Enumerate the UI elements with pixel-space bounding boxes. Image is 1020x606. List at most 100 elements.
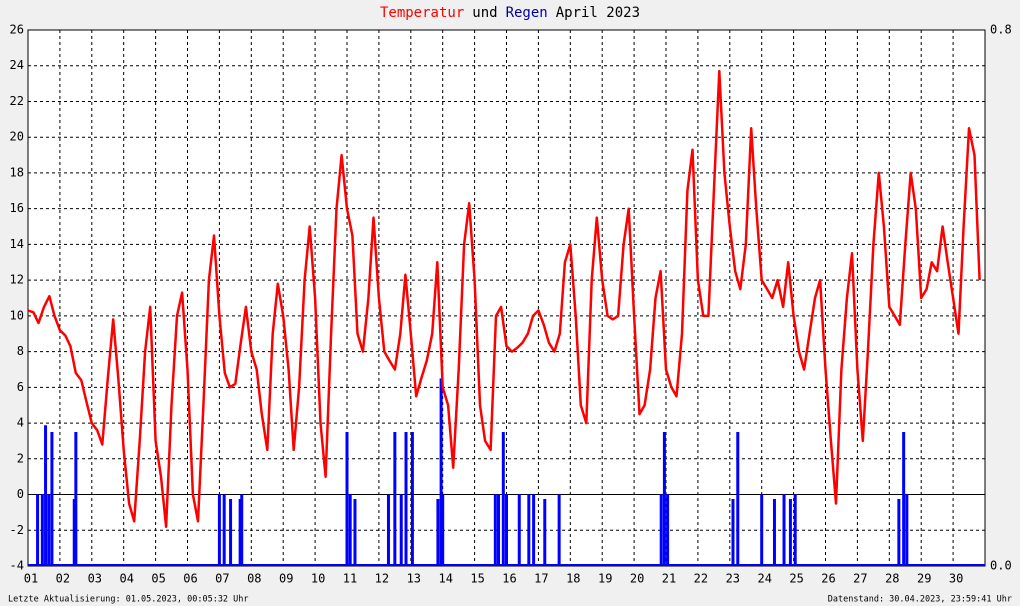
rain-bar — [238, 499, 242, 566]
footer-left: Letzte Aktualisierung: 01.05.2023, 00:05… — [8, 595, 249, 605]
x-tick-label: 26 — [821, 572, 835, 586]
rain-bar — [441, 494, 445, 566]
x-tick-label: 29 — [917, 572, 931, 586]
title-suffix: April 2023 — [556, 5, 640, 21]
x-tick-label: 20 — [630, 572, 644, 586]
rain-bar — [902, 432, 906, 566]
rain-bar — [386, 494, 390, 566]
rain-bar — [736, 432, 740, 566]
x-tick-label: 01 — [24, 572, 38, 586]
y-tick-label: -2 — [10, 523, 24, 537]
x-tick-label: 21 — [662, 572, 676, 586]
x-tick-label: 03 — [88, 572, 102, 586]
y-tick-label: 20 — [10, 130, 24, 144]
rain-bar — [760, 494, 764, 566]
y-tick-label: 10 — [10, 308, 24, 322]
x-tick-label: 24 — [757, 572, 771, 586]
y2-tick-label: 0.0 — [990, 559, 1012, 573]
rain-bar — [659, 494, 663, 566]
x-tick-label: 28 — [885, 572, 899, 586]
rain-bar — [897, 499, 901, 566]
rain-bar — [36, 494, 40, 566]
x-tick-label: 16 — [502, 572, 516, 586]
rain-bar — [731, 499, 735, 566]
rain-bar — [493, 494, 497, 566]
x-tick-label: 15 — [470, 572, 484, 586]
x-tick-label: 12 — [375, 572, 389, 586]
x-tick-label: 22 — [694, 572, 708, 586]
rain-bar — [517, 494, 521, 566]
rain-bar — [505, 494, 508, 566]
x-tick-label: 13 — [407, 572, 421, 586]
y-tick-label: 4 — [17, 416, 24, 430]
y-tick-label: 2 — [17, 451, 24, 465]
rain-bar — [532, 494, 536, 566]
rain-bar — [47, 494, 51, 566]
footer-right: Datenstand: 30.04.2023, 23:59:41 Uhr — [828, 595, 1012, 605]
x-tick-label: 09 — [279, 572, 293, 586]
x-tick-label: 05 — [151, 572, 165, 586]
rain-bar — [44, 425, 48, 566]
y-tick-label: 12 — [10, 273, 24, 287]
x-tick-label: 30 — [949, 572, 963, 586]
rain-bar — [72, 499, 76, 566]
rain-bar — [439, 378, 443, 566]
x-tick-label: 06 — [183, 572, 197, 586]
rain-bar — [393, 432, 397, 566]
x-tick-label: 10 — [311, 572, 325, 586]
x-tick-label: 11 — [343, 572, 357, 586]
y-tick-label: 14 — [10, 237, 24, 251]
rain-bar — [557, 494, 561, 566]
rain-bar — [782, 494, 786, 566]
rain-bar — [222, 494, 226, 566]
chart-title: Temperatur und Regen April 2023 — [380, 5, 640, 21]
rain-bar — [793, 494, 797, 566]
y-tick-label: 0 — [17, 487, 24, 501]
x-tick-label: 02 — [56, 572, 70, 586]
rain-bar — [229, 499, 233, 566]
y-tick-label: 24 — [10, 58, 24, 72]
x-tick-label: 18 — [566, 572, 580, 586]
rain-bar — [348, 494, 352, 566]
y-tick-label: 6 — [17, 380, 24, 394]
x-tick-label: 19 — [598, 572, 612, 586]
rain-bar — [527, 494, 531, 566]
rain-bar — [662, 432, 666, 566]
y-tick-label: 26 — [10, 23, 24, 37]
rain-bar — [74, 432, 78, 566]
rain-bar — [50, 432, 54, 566]
rain-bar — [772, 499, 776, 566]
rain-bar — [497, 494, 501, 566]
x-tick-label: 23 — [726, 572, 740, 586]
y-tick-label: 8 — [17, 344, 24, 358]
rain-bar — [501, 432, 505, 566]
x-tick-label: 14 — [438, 572, 452, 586]
rain-bar — [404, 432, 408, 566]
x-tick-label: 27 — [853, 572, 867, 586]
x-tick-label: 08 — [247, 572, 261, 586]
rain-bar — [345, 432, 349, 566]
rain-bar — [399, 494, 403, 566]
x-tick-label: 04 — [119, 572, 133, 586]
rain-bar — [40, 494, 44, 566]
x-tick-label: 25 — [789, 572, 803, 586]
rain-bar — [410, 432, 414, 566]
rain-bar — [788, 499, 792, 566]
rain-bar — [436, 499, 440, 566]
temperature-line — [27, 69, 981, 528]
title-series-1: Temperatur — [380, 5, 464, 21]
y-tick-label: 22 — [10, 94, 24, 108]
rain-bar — [217, 494, 221, 566]
rain-bar — [240, 494, 244, 566]
y-tick-label: 18 — [10, 165, 24, 179]
x-tick-label: 07 — [215, 572, 229, 586]
title-joiner: und — [472, 5, 497, 21]
y-tick-label: -4 — [10, 559, 24, 573]
title-series-2: Regen — [506, 5, 548, 21]
rain-bar — [905, 494, 909, 566]
x-tick-label: 17 — [534, 572, 548, 586]
y2-tick-label: 0.8 — [990, 23, 1012, 37]
rain-bar — [666, 494, 670, 566]
rain-bar — [353, 499, 357, 566]
